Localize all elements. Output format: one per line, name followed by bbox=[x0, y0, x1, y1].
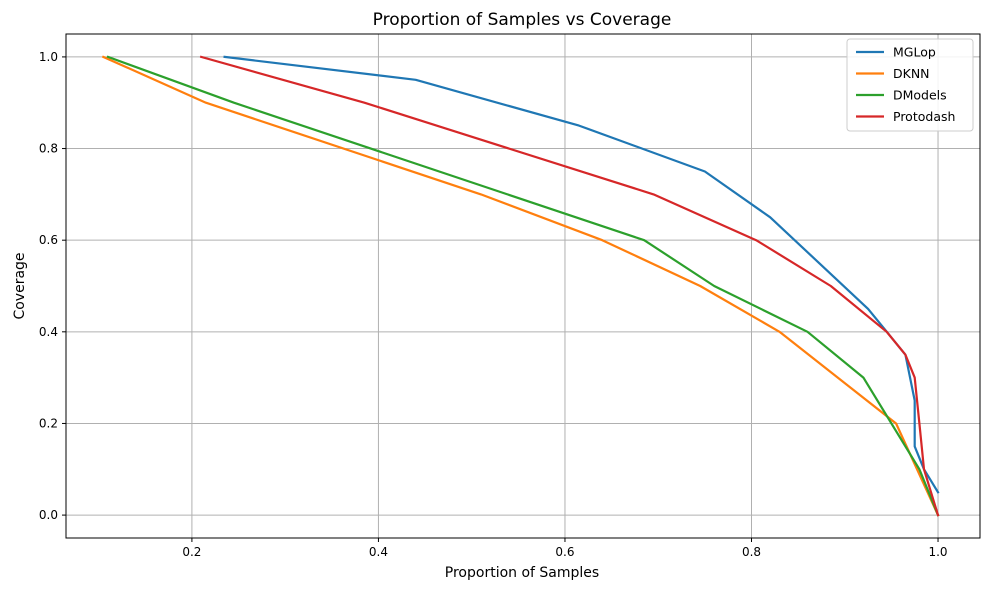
y-axis-label: Coverage bbox=[12, 252, 28, 319]
legend: MGLop DKNN DModels Protodash bbox=[846, 38, 974, 132]
x-ticks: 0.2 0.4 0.6 0.8 1.0 bbox=[182, 538, 948, 559]
legend-box bbox=[846, 38, 974, 132]
series-line-dmodels bbox=[106, 55, 940, 517]
x-tick-label: 0.2 bbox=[182, 545, 201, 559]
legend-label-protodash: Protodash bbox=[893, 109, 955, 124]
y-tick-label: 0.0 bbox=[39, 508, 58, 522]
x-tick-label: 1.0 bbox=[928, 545, 947, 559]
legend-label-dmodels: DModels bbox=[893, 88, 947, 103]
y-tick-label: 0.8 bbox=[39, 142, 58, 156]
y-tick-label: 0.6 bbox=[39, 233, 58, 247]
series-line-dknn bbox=[101, 55, 940, 517]
x-axis-label: Proportion of Samples bbox=[445, 565, 599, 581]
y-tick-label: 0.4 bbox=[39, 325, 58, 339]
y-tick-label: 1.0 bbox=[39, 50, 58, 64]
x-tick-label: 0.6 bbox=[555, 545, 574, 559]
legend-label-dknn: DKNN bbox=[893, 66, 930, 81]
grid bbox=[66, 34, 980, 538]
x-tick-label: 0.8 bbox=[742, 545, 761, 559]
y-tick-label: 0.2 bbox=[39, 416, 58, 430]
x-tick-label: 0.4 bbox=[369, 545, 388, 559]
series-line-protodash bbox=[199, 55, 940, 517]
chart-title: Proportion of Samples vs Coverage bbox=[373, 10, 672, 30]
plot-frame bbox=[65, 33, 981, 539]
series-line-mglop bbox=[223, 55, 940, 494]
y-ticks: 0.0 0.2 0.4 0.6 0.8 1.0 bbox=[39, 50, 66, 522]
series-lines bbox=[101, 55, 940, 517]
legend-label-mglop: MGLop bbox=[893, 45, 936, 60]
